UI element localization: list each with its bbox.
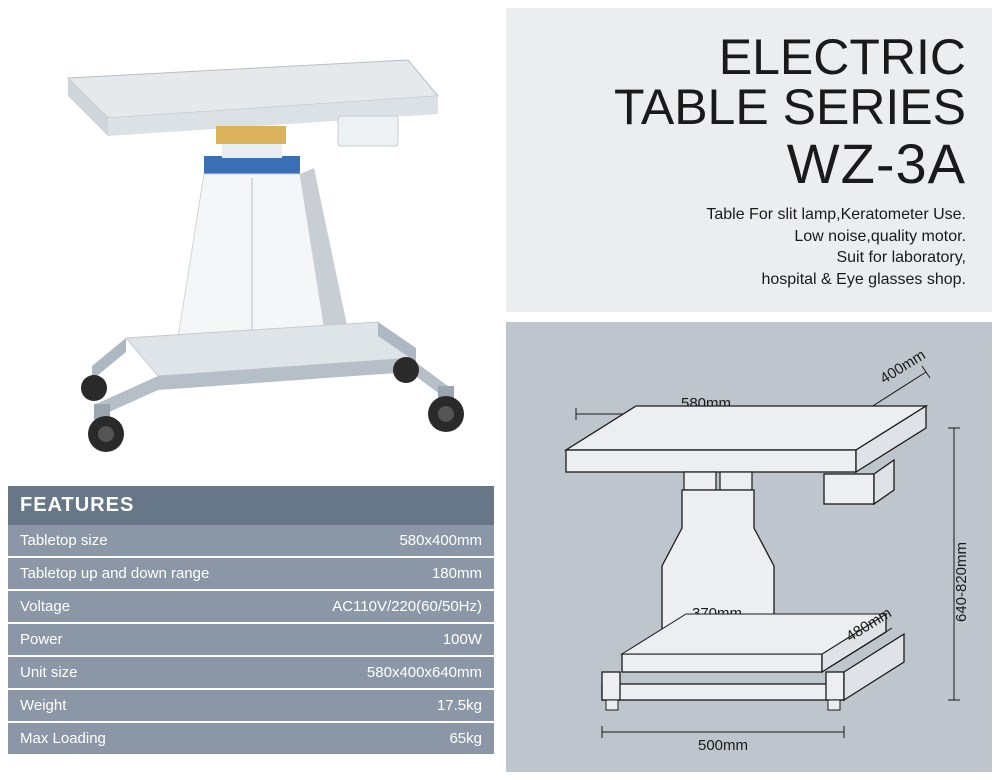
feature-label: Power bbox=[8, 623, 276, 656]
dim-depth: 400mm bbox=[877, 346, 928, 387]
feature-value: 17.5kg bbox=[276, 689, 494, 722]
product-photo bbox=[8, 8, 494, 476]
feature-value: 100W bbox=[276, 623, 494, 656]
feature-label: Tabletop size bbox=[8, 525, 276, 557]
feature-value: 580x400mm bbox=[276, 525, 494, 557]
feature-value: 580x400x640mm bbox=[276, 656, 494, 689]
table-row: Power100W bbox=[8, 623, 494, 656]
features-rows: Tabletop size580x400mm Tabletop up and d… bbox=[8, 525, 494, 756]
feature-value: AC110V/220(60/50Hz) bbox=[276, 590, 494, 623]
desc-line: Low noise,quality motor. bbox=[524, 226, 966, 248]
feature-label: Weight bbox=[8, 689, 276, 722]
features-header: FEATURES bbox=[8, 486, 494, 525]
title-line-1: ELECTRIC bbox=[524, 34, 966, 82]
feature-label: Voltage bbox=[8, 590, 276, 623]
table-row: VoltageAC110V/220(60/50Hz) bbox=[8, 590, 494, 623]
dimension-diagram: 580mm 400mm 370mm 480mm bbox=[506, 322, 992, 772]
desc-line: Table For slit lamp,Keratometer Use. bbox=[524, 204, 966, 226]
feature-label: Max Loading bbox=[8, 722, 276, 755]
feature-value: 65kg bbox=[276, 722, 494, 755]
desc-line: hospital & Eye glasses shop. bbox=[524, 269, 966, 291]
product-illustration bbox=[8, 8, 494, 476]
table-row: Weight17.5kg bbox=[8, 689, 494, 722]
feature-label: Tabletop up and down range bbox=[8, 557, 276, 590]
features-table: FEATURES Tabletop size580x400mm Tabletop… bbox=[8, 486, 494, 772]
table-row: Tabletop size580x400mm bbox=[8, 525, 494, 557]
table-row: Unit size580x400x640mm bbox=[8, 656, 494, 689]
description: Table For slit lamp,Keratometer Use. Low… bbox=[524, 204, 966, 290]
feature-label: Unit size bbox=[8, 656, 276, 689]
feature-value: 180mm bbox=[276, 557, 494, 590]
diagram-svg: 580mm 400mm 370mm 480mm bbox=[506, 322, 992, 772]
dim-height-range: 640-820mm bbox=[953, 542, 970, 622]
model-number: WZ-3A bbox=[524, 137, 966, 190]
title-line-2: TABLE SERIES bbox=[524, 84, 966, 132]
desc-line: Suit for laboratory, bbox=[524, 247, 966, 269]
title-panel: ELECTRIC TABLE SERIES WZ-3A Table For sl… bbox=[506, 8, 992, 312]
dim-base-width: 500mm bbox=[698, 737, 748, 754]
table-row: Max Loading65kg bbox=[8, 722, 494, 755]
table-row: Tabletop up and down range180mm bbox=[8, 557, 494, 590]
